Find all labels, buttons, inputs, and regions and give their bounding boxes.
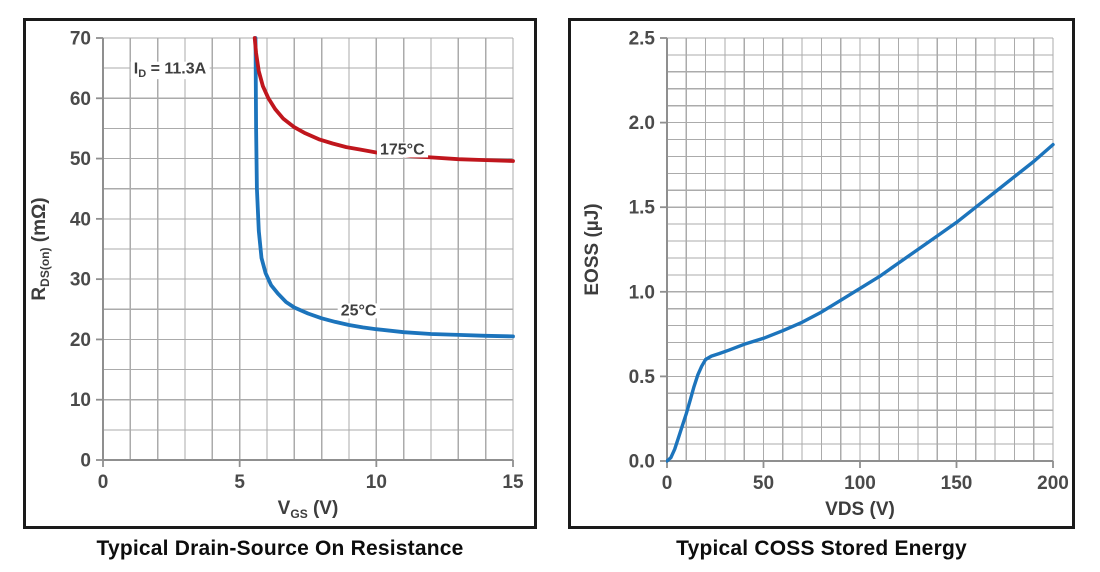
y-axis-title: RDS(on) (mΩ) xyxy=(29,197,52,300)
panel-rdson: 0 5 10 15 0 10 20 30 40 50 60 70 ID = 11.3A 175°C 25°C… xyxy=(23,18,537,561)
y-tick-label: 1.5 xyxy=(629,198,656,219)
annotation-mask xyxy=(130,61,210,80)
annotation-label: 25°C xyxy=(341,302,377,319)
y-tick-label: 40 xyxy=(70,209,91,230)
y-tick-label: 0.0 xyxy=(629,452,655,473)
y-axis-title: EOSS (µJ) xyxy=(582,203,603,295)
x-tick-label: 5 xyxy=(234,472,245,493)
annotation-label: ID = 11.3A xyxy=(134,61,207,80)
coss-chart-title: Typical COSS Stored Energy xyxy=(676,537,967,560)
annotation-mask xyxy=(337,303,380,319)
y-tick-label: 2.5 xyxy=(629,29,656,50)
y-tick-label: 20 xyxy=(70,330,91,351)
x-tick-label: 100 xyxy=(844,473,876,494)
y-tick-label: 0 xyxy=(80,451,91,472)
axes xyxy=(102,38,513,461)
coss-chart: 0 50 100 150 200 0.0 0.5 1.0 1.5 2.0 2.5 VDS (V) EOS… xyxy=(582,29,1069,521)
y-tick-label: 60 xyxy=(70,89,91,110)
y-tick-label: 1.0 xyxy=(629,282,655,303)
annotations: ID = 11.3A 175°C 25°C xyxy=(130,61,429,319)
rdson-chart-frame: 0 5 10 15 0 10 20 30 40 50 60 70 ID = 11.3A 175°C 25°C… xyxy=(23,18,537,529)
grid-lines xyxy=(666,37,1054,462)
curve-eoss xyxy=(666,142,1055,463)
panel-coss-energy: 0 50 100 150 200 0.0 0.5 1.0 1.5 2.0 2.5 VDS (V) EOS… xyxy=(568,18,1075,561)
x-axis-title: VDS (V) xyxy=(825,499,895,520)
series-curves xyxy=(252,36,515,339)
axis-titles: VDS (V) EOSS (µJ) xyxy=(582,203,895,520)
annotation-mask xyxy=(376,142,429,158)
y-tick-label: 70 xyxy=(70,29,91,50)
tick-labels: 0 50 100 150 200 0.0 0.5 1.0 1.5 2.0 2.5 xyxy=(629,29,1069,495)
y-tick-label: 10 xyxy=(70,390,91,411)
y-tick-label: 0.5 xyxy=(629,367,656,388)
x-axis-title: VGS (V) xyxy=(278,498,339,521)
curve-25-c xyxy=(253,36,515,339)
x-tick-label: 15 xyxy=(502,472,524,493)
x-tick-label: 150 xyxy=(941,473,973,494)
y-tick-label: 2.0 xyxy=(629,113,655,134)
y-tick-label: 50 xyxy=(70,149,91,170)
x-tick-label: 50 xyxy=(753,473,774,494)
x-tick-label: 0 xyxy=(98,472,109,493)
axis-titles: VGS (V) RDS(on) (mΩ) xyxy=(29,197,338,521)
x-tick-label: 0 xyxy=(662,473,673,494)
grid-lines xyxy=(102,37,514,461)
tick-labels: 0 5 10 15 0 10 20 30 40 50 60 70 xyxy=(70,29,524,494)
x-tick-label: 10 xyxy=(366,472,387,493)
rdson-chart: 0 5 10 15 0 10 20 30 40 50 60 70 ID = 11.3A 175°C 25°C… xyxy=(29,29,524,522)
x-tick-label: 200 xyxy=(1037,473,1069,494)
y-tick-label: 30 xyxy=(70,270,91,291)
coss-chart-frame: 0 50 100 150 200 0.0 0.5 1.0 1.5 2.0 2.5 VDS (V) EOS… xyxy=(568,18,1075,529)
rdson-chart-title: Typical Drain-Source On Resistance xyxy=(96,537,464,560)
series-curves xyxy=(666,142,1055,463)
annotation-label: 175°C xyxy=(380,141,425,158)
